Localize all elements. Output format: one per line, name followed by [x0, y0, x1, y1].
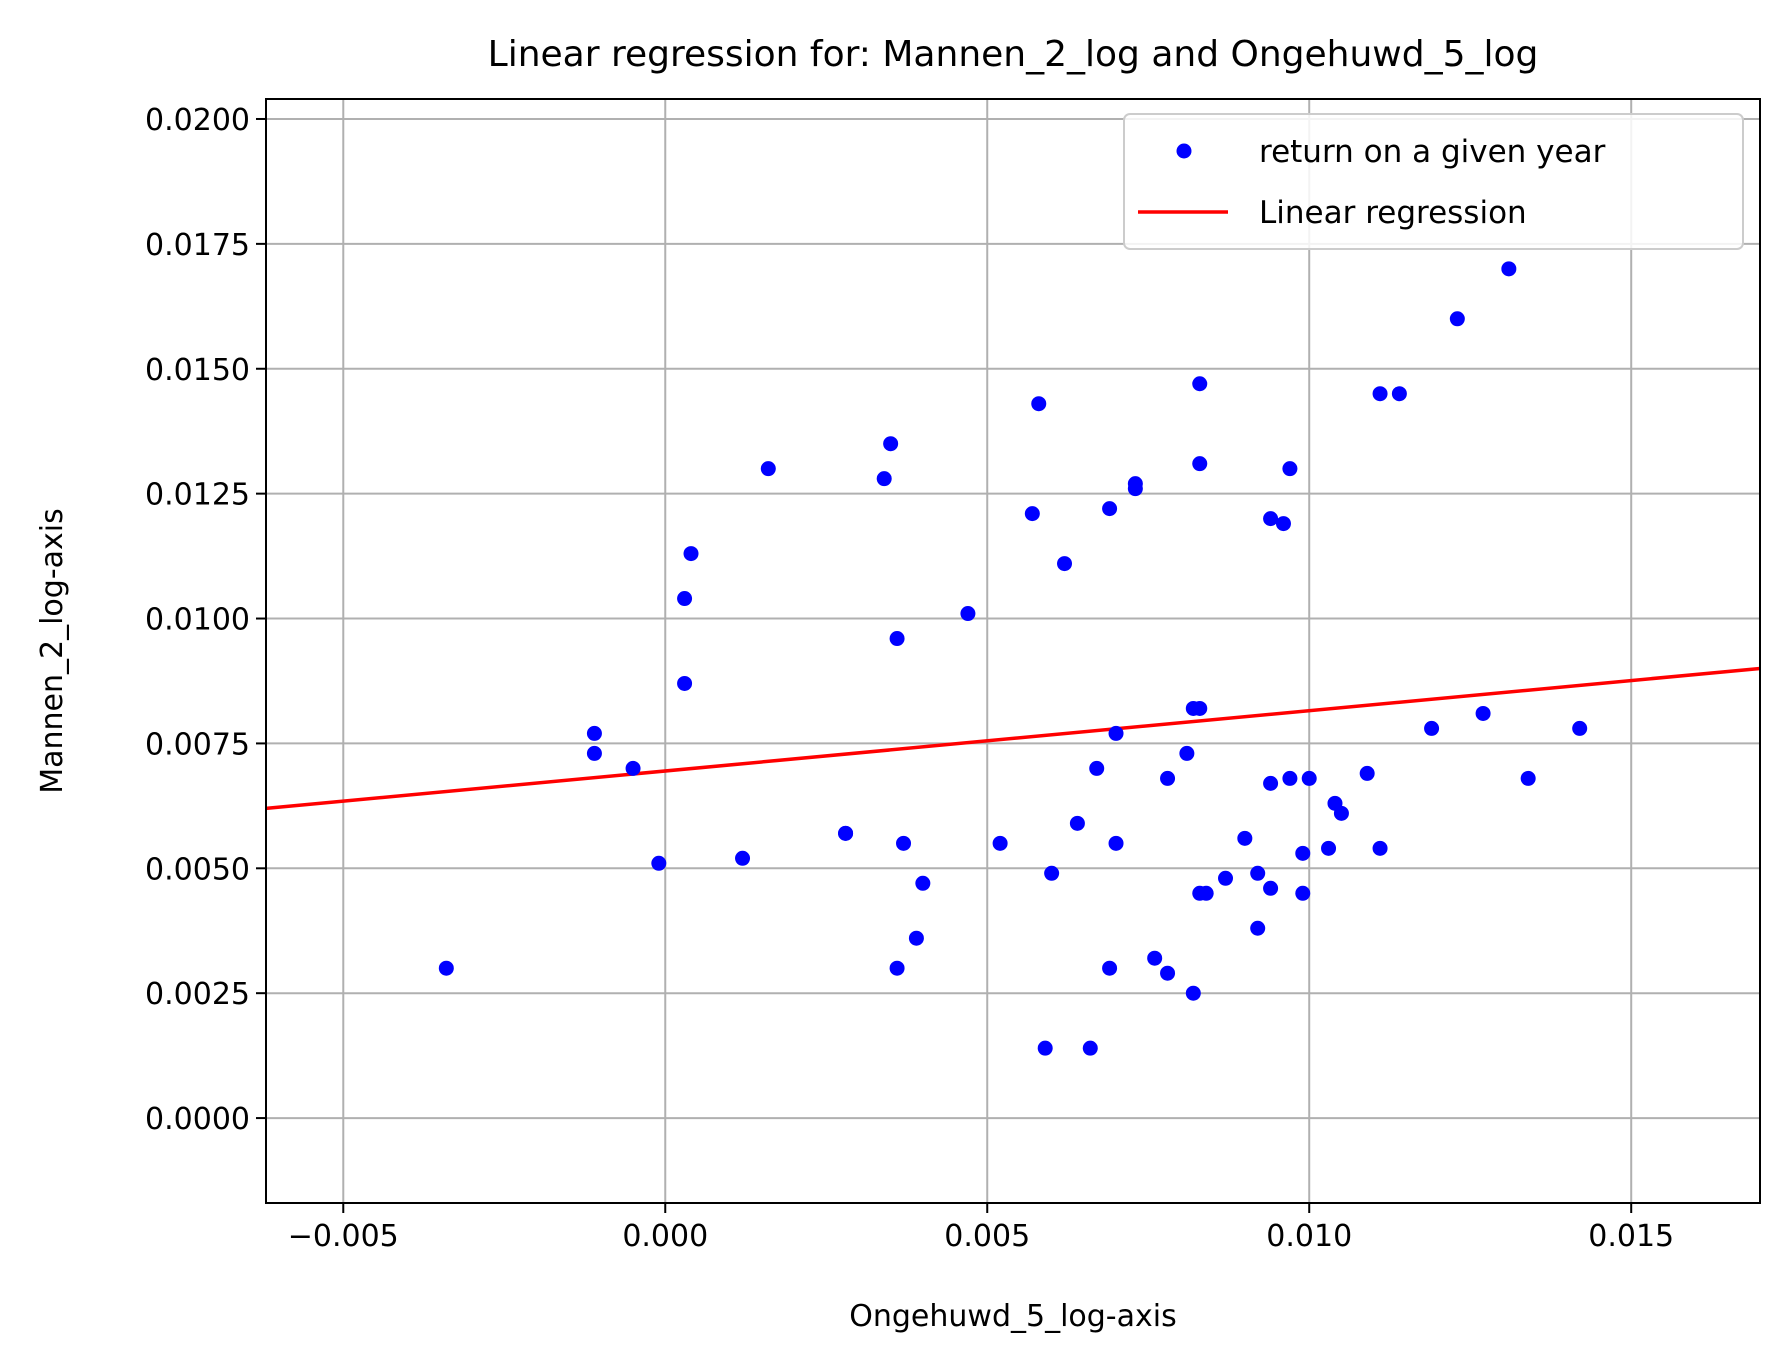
data-point — [1250, 865, 1266, 881]
data-point — [1185, 985, 1201, 1001]
data-point — [889, 960, 905, 976]
chart-title: Linear regression for: Mannen_2_log and … — [488, 34, 1539, 75]
data-point — [1102, 501, 1118, 517]
data-point — [1263, 511, 1279, 527]
data-point — [1037, 1040, 1053, 1056]
data-point — [1321, 840, 1337, 856]
data-point — [896, 835, 912, 851]
data-point — [1127, 481, 1143, 497]
data-point — [915, 875, 931, 891]
data-point — [1069, 815, 1085, 831]
x-axis-label: Ongehuwd_5_log-axis — [849, 1299, 1176, 1334]
x-tick-label: 0.000 — [622, 1219, 708, 1254]
legend-label-scatter: return on a given year — [1259, 134, 1606, 170]
data-point — [1295, 885, 1311, 901]
data-point — [1520, 770, 1536, 786]
data-point — [1359, 765, 1375, 781]
data-point — [683, 546, 699, 562]
data-point — [1179, 745, 1195, 761]
data-point — [1031, 396, 1047, 412]
data-point — [1057, 556, 1073, 572]
data-point — [1024, 506, 1040, 522]
data-point — [908, 930, 924, 946]
regression-line — [265, 666, 1761, 811]
scatter-points-layer — [438, 261, 1588, 1056]
data-point — [1108, 725, 1124, 741]
data-point — [1089, 760, 1105, 776]
data-point — [889, 631, 905, 647]
y-tick-label: 0.0075 — [145, 727, 250, 762]
data-point — [586, 725, 602, 741]
data-point — [1198, 885, 1214, 901]
data-point — [1295, 845, 1311, 861]
data-point — [1218, 870, 1234, 886]
data-point — [1044, 865, 1060, 881]
data-point — [960, 606, 976, 622]
legend-box — [1123, 113, 1744, 250]
data-point — [1192, 376, 1208, 392]
axis-ticks: −0.005 0.000 0.005 0.010 0.015 0.0000 0.0025 0.… — [145, 103, 1674, 1254]
data-point — [1192, 456, 1208, 472]
y-tick-label: 0.0025 — [145, 977, 250, 1012]
data-point — [1372, 840, 1388, 856]
data-point — [677, 591, 693, 607]
data-point — [1237, 830, 1253, 846]
data-point — [883, 436, 899, 452]
data-point — [1282, 770, 1298, 786]
data-point — [876, 471, 892, 487]
data-point — [992, 835, 1008, 851]
data-point — [1082, 1040, 1098, 1056]
data-point — [1282, 461, 1298, 477]
data-point — [586, 745, 602, 761]
data-point — [1160, 770, 1176, 786]
data-point — [1108, 835, 1124, 851]
grid — [266, 99, 1760, 1203]
legend-marker-scatter — [1176, 143, 1192, 159]
x-tick-label: 0.005 — [944, 1219, 1030, 1254]
data-point — [1424, 720, 1440, 736]
data-point — [1333, 805, 1349, 821]
data-point — [1275, 516, 1291, 532]
x-tick-label: −0.005 — [288, 1219, 399, 1254]
y-tick-label: 0.0050 — [145, 852, 250, 887]
data-point — [1160, 965, 1176, 981]
x-tick-label: 0.010 — [1266, 1219, 1352, 1254]
data-point — [1501, 261, 1517, 277]
legend-label-line: Linear regression — [1259, 195, 1527, 231]
data-point — [735, 850, 751, 866]
legend: return on a given year Linear regression — [1123, 113, 1744, 250]
data-point — [1475, 705, 1491, 721]
regression-line-layer — [265, 666, 1761, 811]
data-point — [651, 855, 667, 871]
y-axis-label: Mannen_2_log-axis — [35, 508, 70, 794]
plot-frame — [265, 98, 1761, 1204]
data-point — [1147, 950, 1163, 966]
y-tick-label: 0.0200 — [145, 103, 250, 138]
data-point — [1301, 770, 1317, 786]
y-tick-label: 0.0175 — [145, 228, 250, 263]
data-point — [625, 760, 641, 776]
data-point — [1102, 960, 1118, 976]
x-tick-label: 0.015 — [1588, 1219, 1674, 1254]
data-point — [1372, 386, 1388, 402]
data-point — [838, 825, 854, 841]
data-point — [1192, 700, 1208, 716]
data-point — [1263, 775, 1279, 791]
data-point — [1572, 720, 1588, 736]
y-tick-label: 0.0150 — [145, 353, 250, 388]
data-point — [760, 461, 776, 477]
y-tick-label: 0.0125 — [145, 478, 250, 513]
y-tick-label: 0.0000 — [145, 1102, 250, 1137]
y-tick-label: 0.0100 — [145, 603, 250, 638]
data-point — [1263, 880, 1279, 896]
data-point — [438, 960, 454, 976]
data-point — [677, 675, 693, 691]
data-point — [1391, 386, 1407, 402]
data-point — [1250, 920, 1266, 936]
data-point — [1449, 311, 1465, 327]
